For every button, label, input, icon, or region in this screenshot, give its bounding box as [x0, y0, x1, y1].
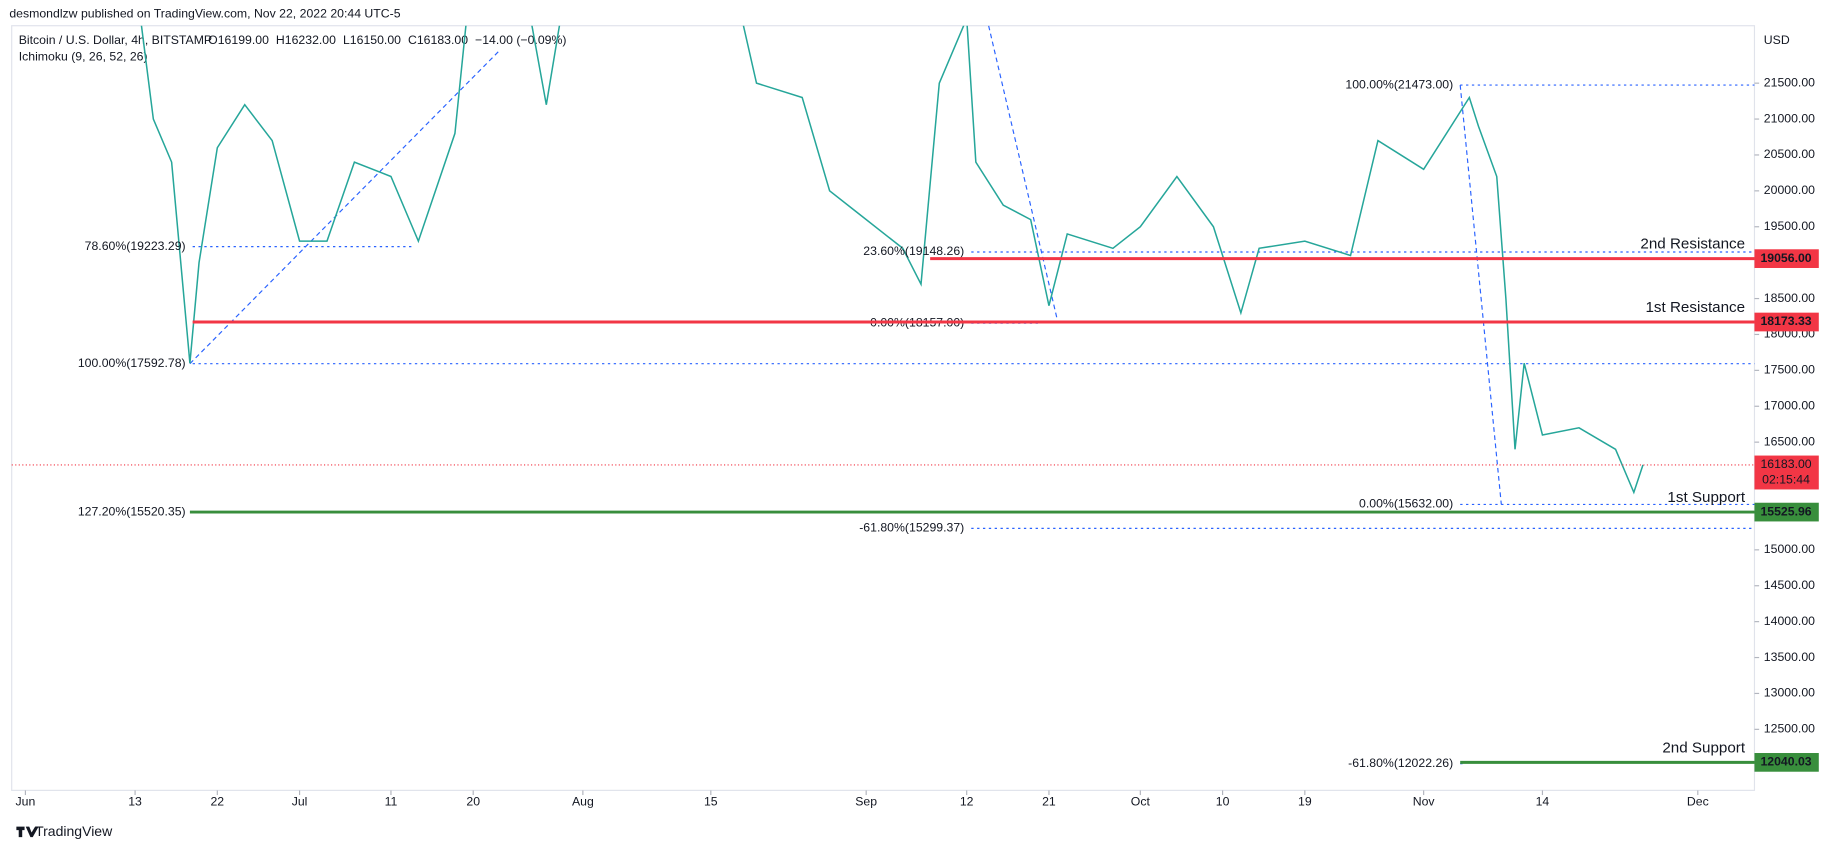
- trend-line: [189, 49, 502, 365]
- level-price-label: 19056.00: [1760, 251, 1811, 265]
- fib-label: 78.60%(19223.29): [85, 239, 186, 253]
- current-price-box: [1754, 455, 1819, 490]
- y-tick-label: 12500.00: [1764, 722, 1815, 736]
- y-unit: USD: [1764, 33, 1790, 47]
- fib-label: 100.00%(21473.00): [1345, 77, 1453, 91]
- level-price-box: [1754, 312, 1819, 332]
- x-tick-label: 20: [466, 794, 480, 808]
- x-tick-label: 11: [385, 794, 398, 808]
- plot-frame: [11, 25, 1756, 791]
- y-tick-label: 18500.00: [1764, 291, 1815, 305]
- level-label: 1st Resistance: [1645, 299, 1745, 316]
- publisher: desmondlzw published on TradingView.com,…: [9, 6, 400, 20]
- price-line: [140, 25, 1644, 495]
- level-label: 1st Support: [1667, 489, 1745, 506]
- x-tick-label: Dec: [1687, 794, 1709, 808]
- y-tick-label: 17000.00: [1764, 398, 1815, 412]
- x-tick-label: 15: [704, 794, 718, 808]
- y-tick-label: 15000.00: [1764, 542, 1815, 556]
- fib-label: 100.00%(17592.78): [78, 356, 186, 370]
- y-tick-label: 17500.00: [1764, 363, 1815, 377]
- x-tick-label: Jun: [16, 794, 36, 808]
- fib-label: -61.80%(15299.37): [859, 521, 964, 535]
- plot: [140, 25, 1755, 765]
- chart-title: Bitcoin / U.S. Dollar, 4h, BITSTAMP: [19, 33, 212, 47]
- x-tick-label: 14: [1536, 794, 1550, 808]
- ohlc-value: −14.00 (−0.09%): [475, 33, 566, 47]
- x-tick-label: 10: [1216, 794, 1230, 808]
- y-tick-label: 20000.00: [1764, 183, 1815, 197]
- x-tick-label: 22: [210, 794, 224, 808]
- y-tick-label: 19500.00: [1764, 219, 1815, 233]
- y-tick-label: 21500.00: [1764, 75, 1815, 89]
- level-label: 2nd Support: [1662, 739, 1746, 756]
- x-tick-label: 13: [128, 794, 142, 808]
- ohlc-value: L16150.00: [343, 33, 401, 47]
- x-tick-label: 21: [1042, 794, 1056, 808]
- fib-label: 127.20%(15520.35): [78, 505, 186, 519]
- y-tick-label: 14500.00: [1764, 578, 1815, 592]
- x-tick-label: 12: [960, 794, 974, 808]
- ohlc: O16199.00 H16232.00 L16150.00 C16183.00 −14.…: [208, 33, 566, 47]
- ohlc-value: O16199.00: [208, 33, 269, 47]
- level-price-label: 18173.33: [1760, 314, 1811, 328]
- level-price-box: [1754, 249, 1819, 268]
- brand: TradingView: [35, 823, 113, 839]
- trend-line: [1459, 85, 1502, 505]
- y-tick-label: 13500.00: [1764, 650, 1815, 664]
- fib-label: 23.60%(19148.26): [863, 244, 964, 258]
- x-tick-label: 19: [1298, 794, 1312, 808]
- level-price-box: [1754, 753, 1819, 772]
- y-tick-label: 13000.00: [1764, 686, 1815, 700]
- x-tick-label: Nov: [1413, 794, 1436, 808]
- x-tick-label: Sep: [855, 794, 877, 808]
- level-price-label: 15525.96: [1760, 504, 1811, 518]
- logo: [16, 826, 39, 838]
- current-price-label: 16183.00: [1760, 457, 1811, 471]
- x-tick-label: Jul: [292, 794, 308, 808]
- trend-line: [988, 25, 1059, 324]
- x-tick-label: Aug: [572, 794, 594, 808]
- y-tick-label: 21000.00: [1764, 111, 1815, 125]
- x-tick-label: Oct: [1131, 794, 1151, 808]
- indicator: Ichimoku (9, 26, 52, 26): [19, 50, 148, 64]
- level-price-box: [1754, 502, 1819, 522]
- y-tick-label: 16500.00: [1764, 434, 1815, 448]
- ohlc-value: H16232.00: [276, 33, 336, 47]
- y-tick-label: 14000.00: [1764, 614, 1815, 628]
- fib-label: -61.80%(12022.26): [1348, 756, 1453, 770]
- level-price-label: 12040.03: [1760, 755, 1811, 769]
- y-tick-label: 20500.00: [1764, 147, 1815, 161]
- countdown: 02:15:44: [1762, 472, 1810, 486]
- level-label: 2nd Resistance: [1640, 236, 1745, 253]
- fib-label: 0.00%(15632.00): [1359, 497, 1453, 511]
- ohlc-value: C16183.00: [408, 33, 468, 47]
